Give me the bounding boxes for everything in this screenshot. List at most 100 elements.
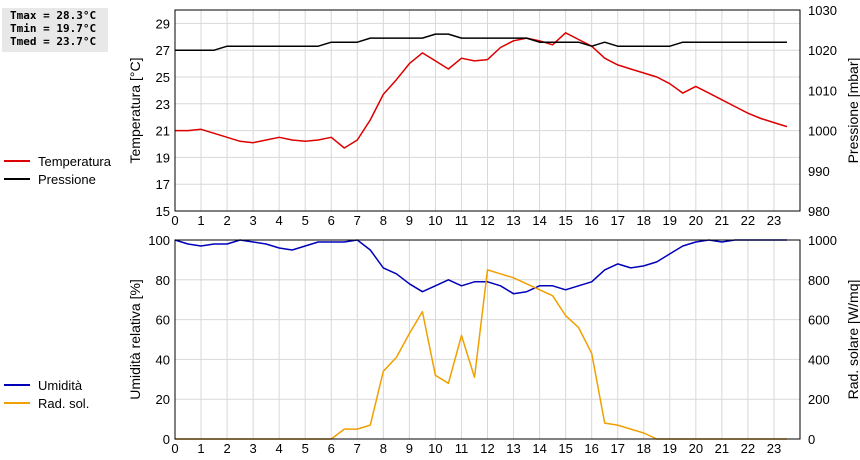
chart1-xtick-label: 22 <box>741 213 755 228</box>
chart2-xtick-label: 2 <box>223 441 230 456</box>
legend-label-radsol: Rad. sol. <box>38 395 90 411</box>
chart1-xtick-label: 18 <box>637 213 651 228</box>
chart1-ytick-label: 27 <box>156 43 170 58</box>
legend-label-temperatura: Temperatura <box>38 153 111 169</box>
chart1-xtick-label: 4 <box>276 213 283 228</box>
chart1-xtick-label: 10 <box>428 213 442 228</box>
chart2-y2tick-label: 200 <box>808 392 830 407</box>
chart2-frame <box>174 239 801 440</box>
chart2-y2tick-label: 600 <box>808 313 830 328</box>
legend-bottom: Umidità Rad. sol. <box>4 376 89 412</box>
chart2-xtick-label: 12 <box>480 441 494 456</box>
chart1-y2tick-label: 1000 <box>808 124 837 139</box>
chart1-xtick-label: 20 <box>689 213 703 228</box>
chart2-y2tick-label: 800 <box>808 273 830 288</box>
chart1-y2tick-label: 980 <box>808 204 830 219</box>
chart2-xtick-label: 1 <box>197 441 204 456</box>
chart1-xtick-label: 21 <box>715 213 729 228</box>
chart2-y2tick-label: 400 <box>808 352 830 367</box>
chart2-xtick-label: 10 <box>428 441 442 456</box>
chart1-ytick-label: 19 <box>156 150 170 165</box>
chart2-ytick-label: 100 <box>148 233 170 248</box>
chart1-xtick-label: 1 <box>197 213 204 228</box>
chart1-ytick-label: 29 <box>156 16 170 31</box>
chart1-ytick-label: 15 <box>156 204 170 219</box>
chart2-ytick-label: 60 <box>156 313 170 328</box>
chart1-xtick-label: 12 <box>480 213 494 228</box>
chart1-xtick-label: 0 <box>171 213 178 228</box>
chart2-xtick-label: 15 <box>558 441 572 456</box>
chart2-ytick-label: 80 <box>156 273 170 288</box>
chart1-xtick-label: 16 <box>584 213 598 228</box>
chart1-xtick-label: 19 <box>663 213 677 228</box>
chart2-xtick-label: 4 <box>276 441 283 456</box>
chart1-y2tick-label: 1020 <box>808 43 837 58</box>
tmin-text: Tmin = 19.7°C <box>10 22 97 35</box>
chart1-frame <box>174 9 801 212</box>
chart2-xtick-label: 23 <box>767 441 781 456</box>
chart1-xtick-label: 11 <box>455 213 469 228</box>
chart2-xtick-label: 19 <box>663 441 677 456</box>
chart1-xtick-label: 9 <box>406 213 413 228</box>
chart1-xtick-label: 23 <box>767 213 781 228</box>
chart1-xtick-label: 17 <box>610 213 624 228</box>
legend-item-radsol: Rad. sol. <box>4 394 89 412</box>
chart2-xtick-label: 18 <box>637 441 651 456</box>
chart2-series-rad-sol <box>175 269 787 440</box>
chart2-xtick-label: 21 <box>715 441 729 456</box>
chart2-xtick-label: 9 <box>406 441 413 456</box>
chart1-xtick-label: 3 <box>250 213 257 228</box>
chart2-ytick-label: 20 <box>156 392 170 407</box>
chart1-xtick-label: 2 <box>223 213 230 228</box>
chart1-y2label: Pressione [mbar] <box>845 58 860 164</box>
chart1-xtick-label: 6 <box>328 213 335 228</box>
legend-item-umidita: Umidità <box>4 376 89 394</box>
legend-label-umidita: Umidità <box>38 377 83 393</box>
chart2-xtick-label: 6 <box>328 441 335 456</box>
chart1-xtick-label: 14 <box>532 213 546 228</box>
legend-item-temperatura: Temperatura <box>4 152 111 170</box>
legend-label-pressione: Pressione <box>38 171 96 187</box>
chart2-xtick-label: 17 <box>610 441 624 456</box>
chart1-y2tick-label: 1010 <box>808 83 837 98</box>
chart2-xtick-label: 22 <box>741 441 755 456</box>
chart1-ylabel: Temperatura [°C] <box>127 58 143 164</box>
chart2-xtick-label: 5 <box>302 441 309 456</box>
chart1-series-pressione <box>175 33 787 51</box>
chart1-xtick-label: 8 <box>380 213 387 228</box>
legend-swatch-temperatura <box>4 160 30 162</box>
legend-top: Temperatura Pressione <box>4 152 111 188</box>
chart1-ytick-label: 23 <box>156 97 170 112</box>
tmax-text: Tmax = 28.3°C <box>10 9 97 22</box>
chart1-y2tick-label: 990 <box>808 164 830 179</box>
chart2-y2tick-label: 0 <box>808 432 815 447</box>
chart1-xtick-label: 15 <box>558 213 572 228</box>
chart2-ytick-label: 0 <box>163 432 170 447</box>
tmed-text: Tmed = 23.7°C <box>10 35 97 48</box>
chart2-xtick-label: 14 <box>532 441 546 456</box>
chart2-xtick-label: 3 <box>250 441 257 456</box>
chart2-series-umidit <box>174 239 787 295</box>
chart2-xtick-label: 0 <box>171 441 178 456</box>
chart2-y2tick-label: 1000 <box>808 233 837 248</box>
chart1-xtick-label: 7 <box>354 213 361 228</box>
chart2-xtick-label: 11 <box>455 441 469 456</box>
chart2-xtick-label: 16 <box>584 441 598 456</box>
chart1-series-temperatura <box>175 32 788 149</box>
stats-box: Tmax = 28.3°C Tmin = 19.7°C Tmed = 23.7°… <box>2 8 108 52</box>
chart2-y2label: Rad. solare [W/mq] <box>845 280 860 400</box>
chart1-xtick-label: 5 <box>302 213 309 228</box>
chart1-ytick-label: 25 <box>156 70 170 85</box>
chart1-y2tick-label: 1030 <box>808 3 837 18</box>
chart2-ytick-label: 40 <box>156 352 170 367</box>
chart2-xtick-label: 8 <box>380 441 387 456</box>
legend-swatch-umidita <box>4 384 30 386</box>
chart2-xtick-label: 13 <box>506 441 520 456</box>
chart1-xtick-label: 13 <box>506 213 520 228</box>
legend-swatch-pressione <box>4 178 30 180</box>
chart2-ylabel: Umidità relativa [%] <box>127 279 143 400</box>
chart2-xtick-label: 7 <box>354 441 361 456</box>
chart1-ytick-label: 17 <box>156 177 170 192</box>
chart2-xtick-label: 20 <box>689 441 703 456</box>
